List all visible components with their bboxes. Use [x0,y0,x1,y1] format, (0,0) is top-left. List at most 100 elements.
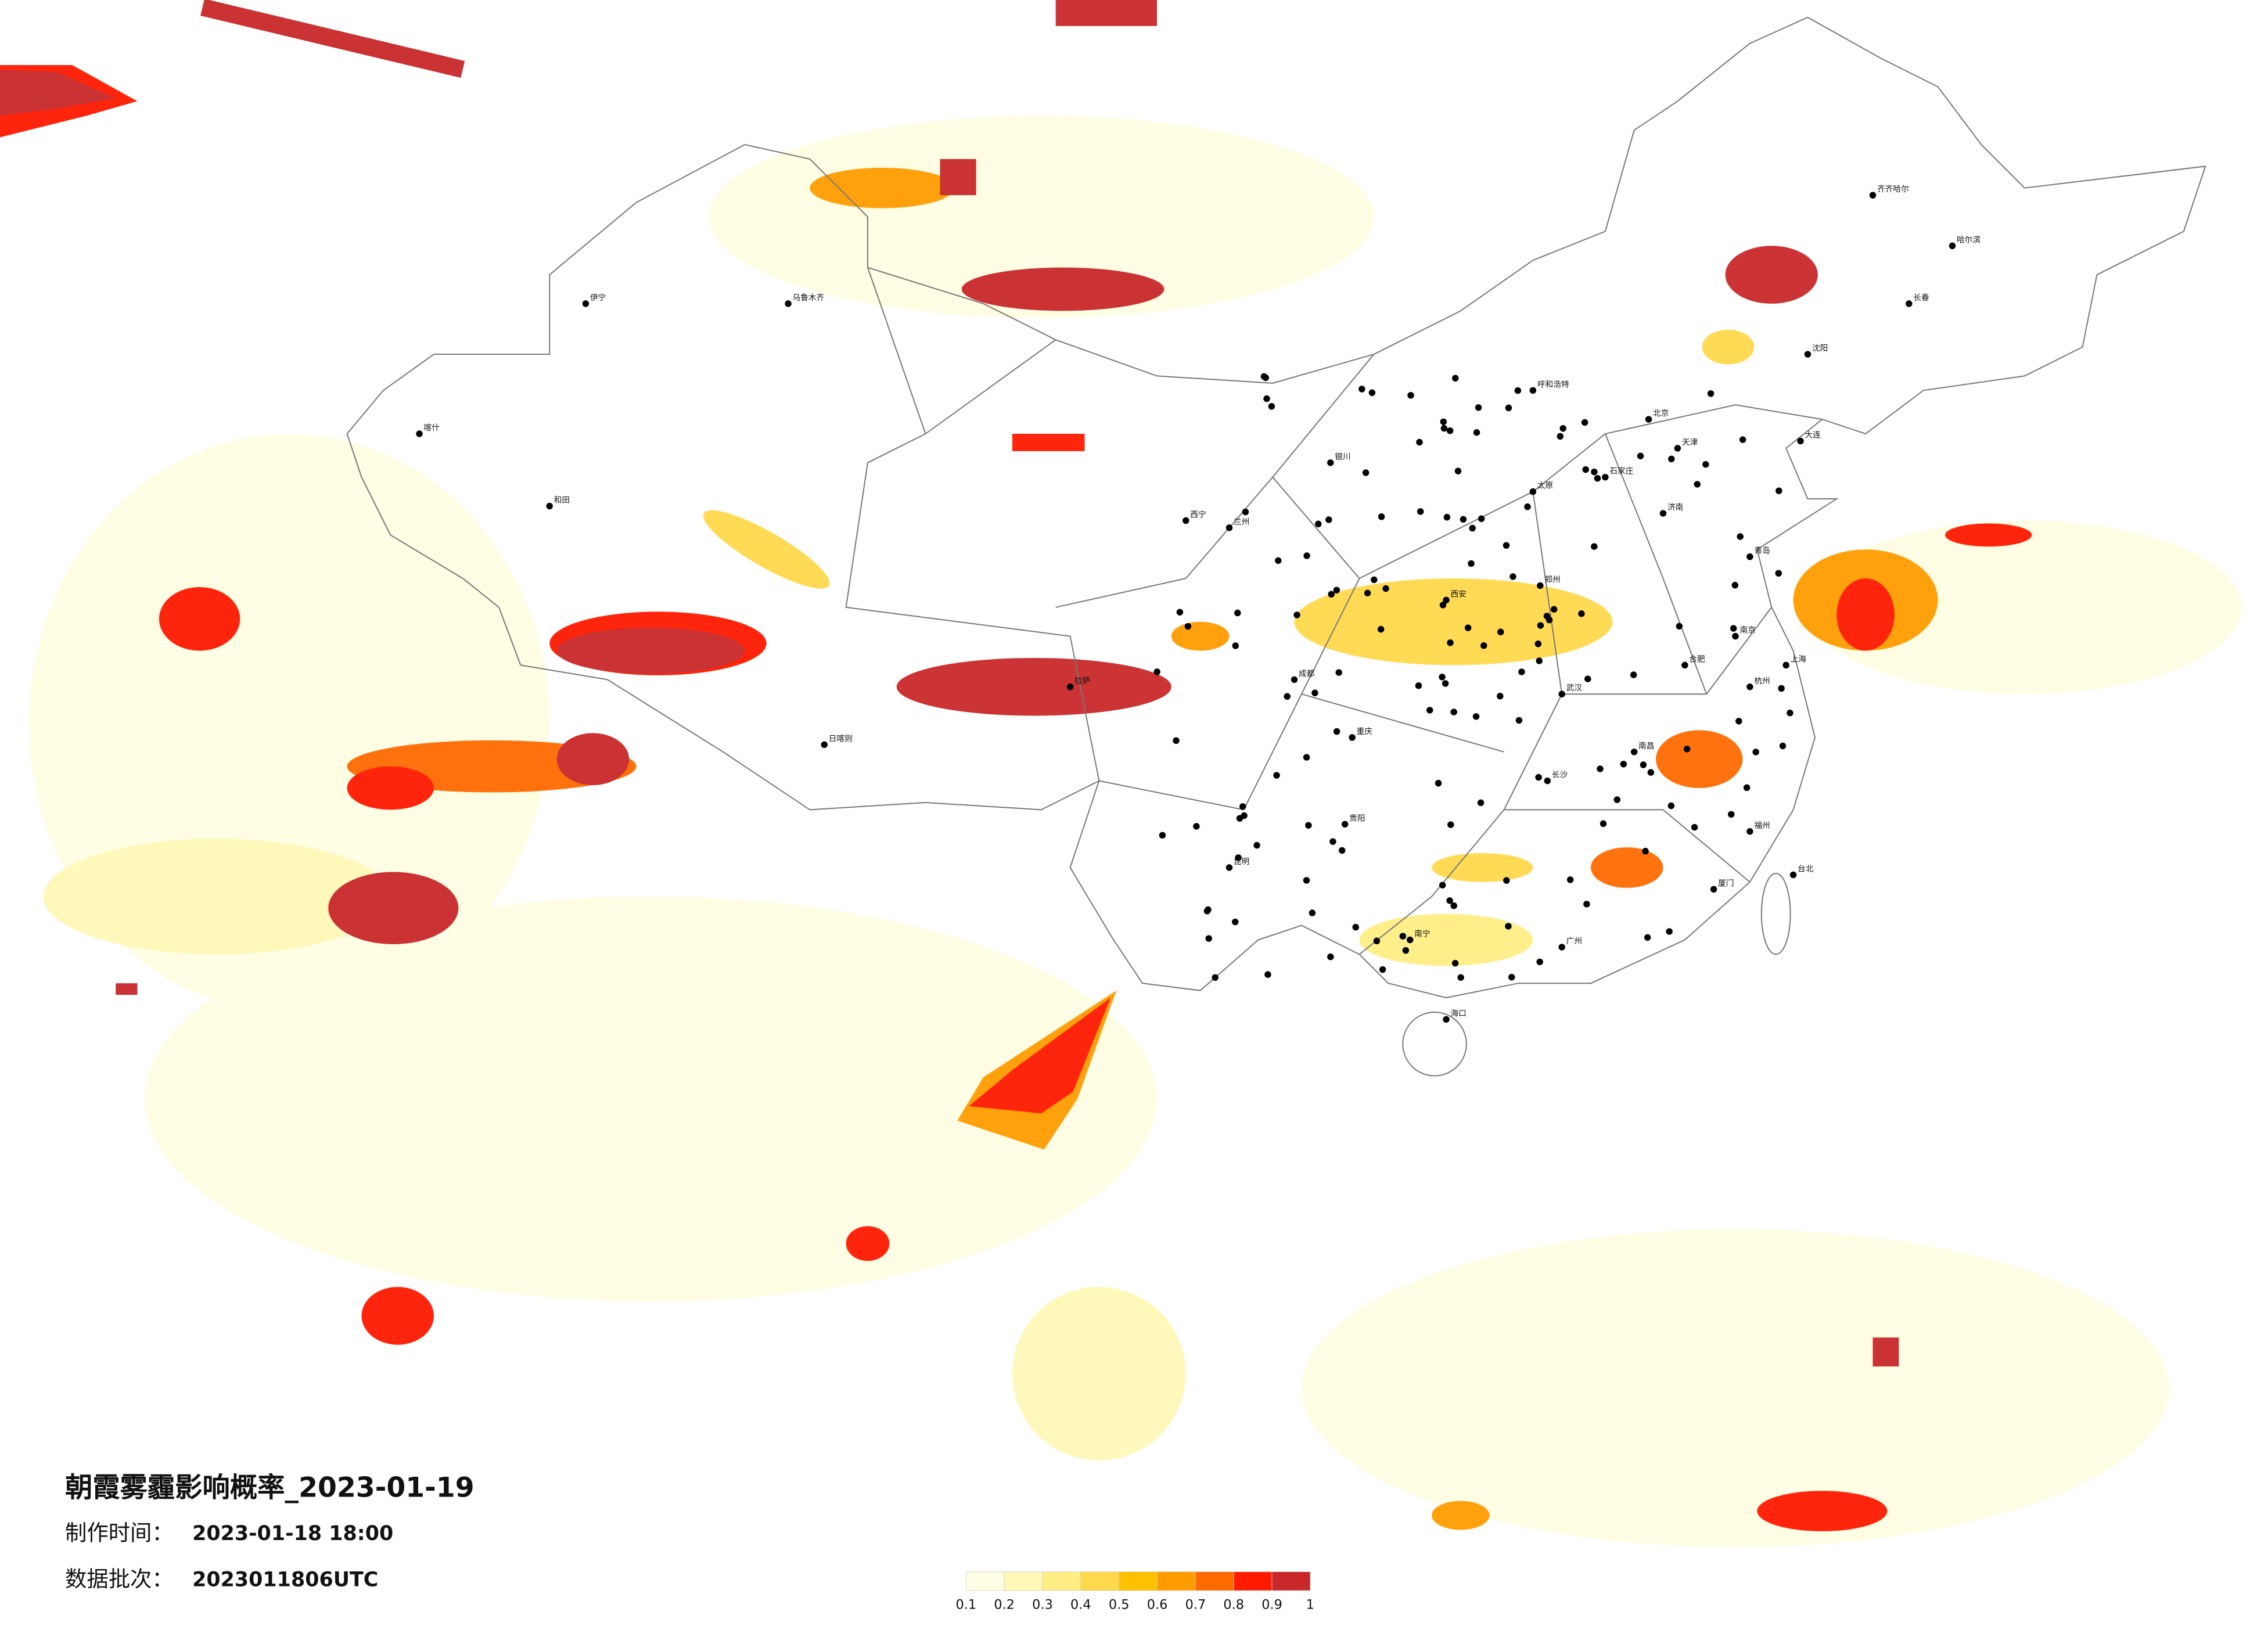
city-label: 北京 [1653,409,1669,418]
city-label: 太原 [1537,481,1553,491]
city-dot [1382,585,1389,592]
city-label: 呼和浩特 [1537,380,1569,389]
city-dot [1203,908,1211,915]
city-dot [1468,560,1475,567]
city-label: 合肥 [1689,654,1705,664]
city-label: 南昌 [1638,742,1654,751]
city-label: 南京 [1739,626,1755,635]
city-dot [1329,838,1336,845]
city-dot [1378,513,1385,520]
city-dot [1159,832,1166,839]
city-dot [1613,796,1621,803]
city-dot [1558,690,1565,697]
city-dot [1293,611,1300,618]
city-dot [1694,481,1701,488]
city-label: 贵阳 [1349,814,1365,823]
city-dot [1710,886,1717,893]
city-dot [1869,192,1877,199]
city-dot [1234,609,1241,617]
city-dot [1582,466,1589,473]
haze-area [896,657,1171,716]
city-dot [1477,799,1485,807]
city-label: 厦门 [1718,879,1734,888]
city-dot [1505,923,1512,930]
city-dot [1534,640,1542,647]
city-dot [1407,936,1414,944]
city-dot [1264,971,1271,978]
city-dot [1446,427,1454,434]
city-dot [1182,517,1189,524]
city-dot [1515,717,1523,724]
city-dot [1235,854,1242,861]
haze-area [846,1226,890,1261]
city-dot [1536,657,1543,664]
city-label: 杭州 [1754,677,1770,686]
city-dot [1775,487,1782,494]
city-dot [1225,864,1233,871]
haze-area [1757,1491,1888,1531]
city-dot [1746,828,1753,835]
city-dot [1176,609,1184,616]
city-dot [1683,746,1691,753]
city-dot [1602,473,1609,481]
city-dot [1303,877,1310,884]
city-dot [1451,960,1459,967]
city-dot [1779,742,1787,750]
legend-tick-label: 0.2 [994,1597,1015,1612]
city-dot [1303,552,1310,559]
city-dot [1583,901,1590,908]
legend-swatch [965,1571,1005,1591]
city-dot [1797,437,1804,445]
city-dot [1457,974,1464,981]
city-dot [1284,693,1291,700]
city-dot [1529,387,1537,394]
city-dot [1743,784,1751,792]
city-dot [1737,533,1744,540]
city-dot [1778,685,1785,692]
city-label: 天津 [1682,438,1698,447]
haze-area [556,627,745,674]
city-label: 石家庄 [1609,466,1633,476]
city-dot [1446,897,1453,904]
city-dot [1676,623,1683,630]
city-dot [1789,871,1797,879]
city-dot [1349,734,1356,741]
city-dot [1371,576,1378,584]
city-dot [1464,624,1472,631]
city-dot [1450,708,1457,715]
city-dot [1647,769,1655,776]
city-dot [1537,622,1544,629]
city-dot [1746,553,1753,560]
city-label: 长沙 [1552,771,1568,780]
city-dot [1594,474,1601,482]
city-dot [1509,573,1516,580]
legend-tick-label: 0.9 [1261,1597,1282,1612]
city-dot [1775,570,1782,577]
city-dot [1642,847,1649,855]
haze-area [1171,621,1230,651]
city-dot [1311,689,1318,696]
city-dot [1328,591,1335,598]
city-dot [1578,610,1585,617]
haze-area [1432,853,1533,882]
city-dot [1731,581,1739,589]
island-outline [1402,1012,1467,1077]
island-outline [1760,872,1791,955]
city-dot [1535,774,1542,781]
made-time-label: 制作时间： [65,1520,174,1545]
city-dot [1591,543,1598,550]
city-dot [1303,754,1310,761]
city-label: 重庆 [1357,727,1373,736]
city-dot [1417,508,1424,515]
city-label: 西安 [1450,589,1466,599]
haze-area [116,983,138,995]
city-label: 南宁 [1414,929,1430,939]
legend-swatch [1157,1571,1196,1591]
city-dot [1407,392,1414,399]
city-label: 福州 [1754,821,1770,830]
city-dot [1630,671,1637,678]
city-dot [582,300,590,307]
city-dot [416,430,423,437]
